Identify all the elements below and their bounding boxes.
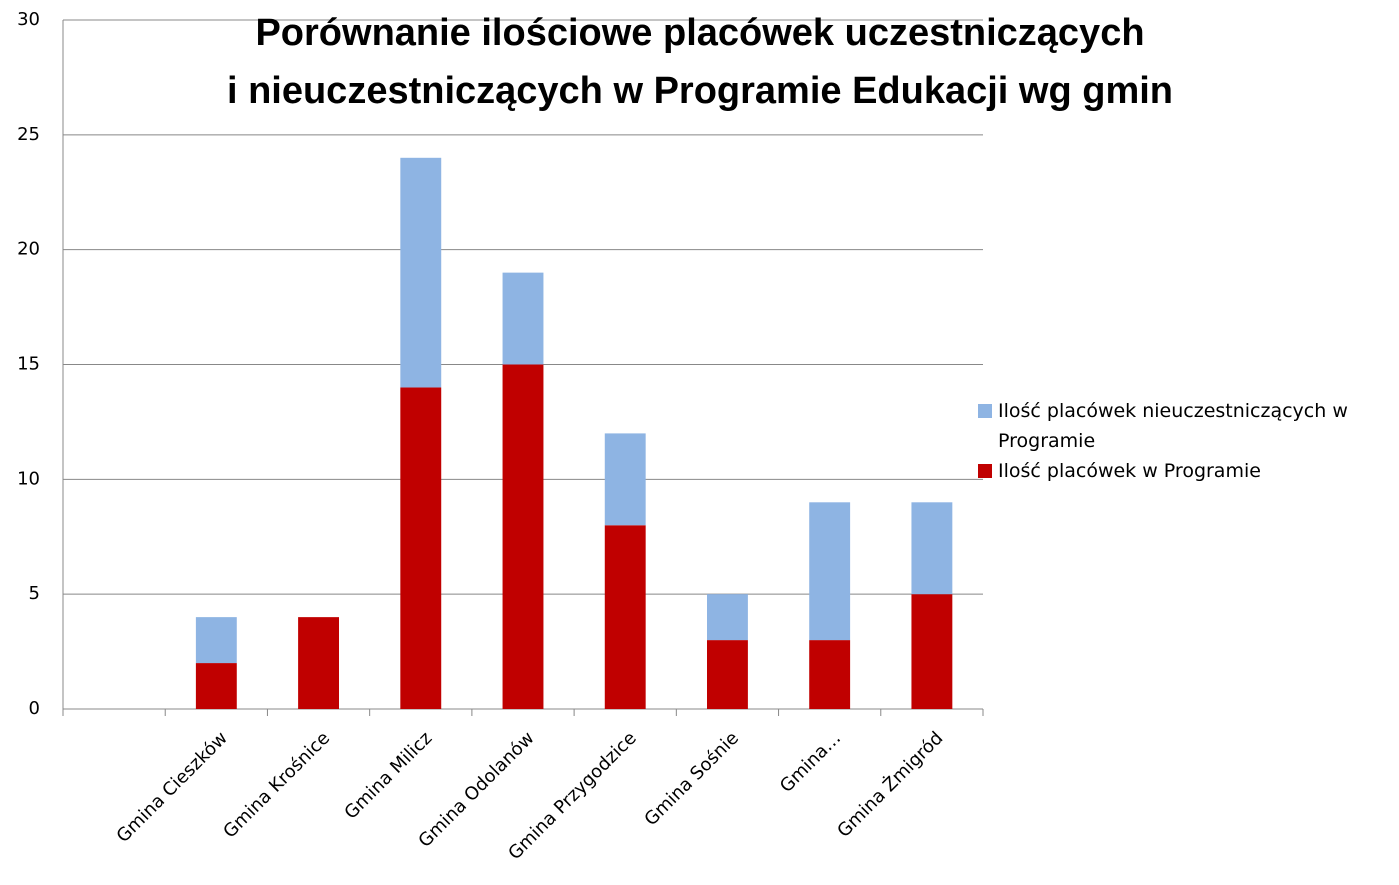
x-tick-label: Gmina Żmigród — [833, 728, 947, 842]
bar-segment — [195, 663, 237, 709]
y-tick-label: 15 — [17, 354, 40, 375]
bar-segment — [707, 640, 748, 709]
y-tick-label: 20 — [17, 239, 40, 260]
bar-segment — [911, 502, 953, 595]
bar-segment — [809, 502, 851, 641]
bar-segment — [604, 433, 646, 526]
y-tick-label: 0 — [29, 698, 40, 719]
legend-label: Ilość placówek nieuczestniczących w Prog… — [998, 400, 1348, 452]
bar-segment — [604, 525, 646, 709]
x-tick-label: Gmina Krośnice — [219, 728, 334, 843]
legend-item: Ilość placówek w Programie — [978, 456, 1398, 486]
bar-segment — [502, 272, 544, 365]
y-tick-label: 10 — [17, 468, 40, 489]
bar-segment — [195, 617, 237, 664]
y-tick-label: 25 — [17, 124, 40, 145]
y-tick-label: 30 — [17, 9, 40, 30]
bar-segment — [400, 387, 442, 709]
y-tick-label: 5 — [29, 583, 40, 604]
legend-item: Ilość placówek nieuczestniczących w Prog… — [978, 396, 1398, 456]
x-tick-label: Gmina Sośnie — [640, 728, 742, 830]
chart-title: i nieuczestniczących w Programie Edukacj… — [227, 70, 1173, 112]
x-tick-label: Gmina Milicz — [340, 728, 436, 824]
x-tick-label: Gmina… — [776, 728, 845, 797]
legend-label: Ilość placówek w Programie — [998, 460, 1261, 482]
bar-segment — [400, 157, 442, 388]
legend-swatch — [978, 464, 992, 478]
x-tick-label: Gmina Cieszków — [113, 728, 232, 847]
chart-title: Porównanie ilościowe placówek uczestnicz… — [255, 12, 1144, 54]
bar-segment — [809, 640, 851, 709]
legend-swatch — [978, 404, 992, 418]
bar-segment — [298, 617, 339, 709]
bar-segment — [911, 594, 953, 709]
bar-segment — [502, 364, 544, 709]
legend: Ilość placówek nieuczestniczących w Prog… — [978, 396, 1398, 486]
bar-segment — [707, 594, 748, 641]
